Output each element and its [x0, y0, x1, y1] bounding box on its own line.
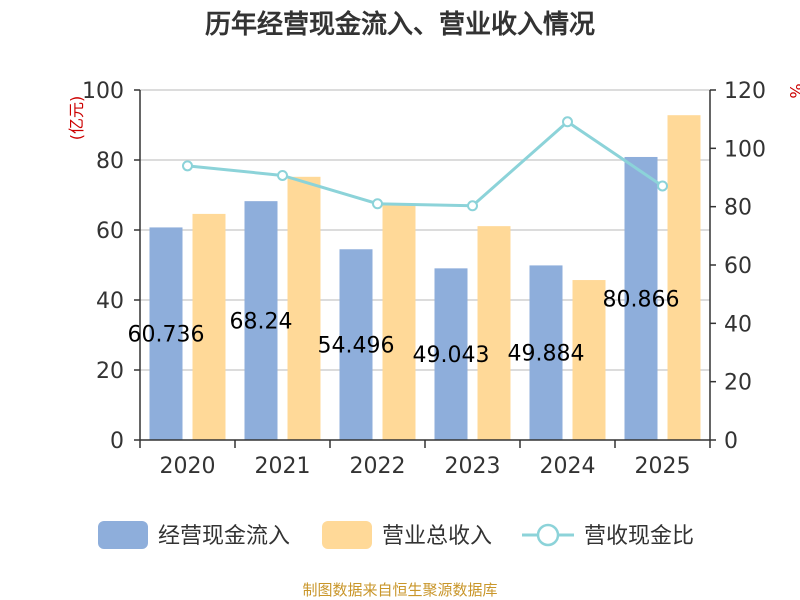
data-label: 54.496	[318, 334, 395, 359]
revenue-bar	[287, 176, 321, 441]
revenue-bar	[667, 115, 701, 440]
right-tick-label: 40	[724, 312, 752, 337]
left-tick-label: 100	[82, 79, 124, 104]
ratio-line-path	[187, 119, 664, 208]
x-tick-label: 2022	[350, 454, 406, 479]
legend-label-revenue: 营业总收入	[382, 524, 492, 549]
left-axis-unit: (亿元)	[67, 96, 86, 141]
source-note: 制图数据来自恒生聚源数据库	[302, 581, 497, 599]
legend-swatch-revenue	[322, 521, 372, 549]
x-tick-label: 2025	[635, 454, 691, 479]
legend-label-cash-inflow: 经营现金流入	[158, 524, 290, 549]
ratio-point	[657, 180, 668, 192]
grid-lines	[140, 89, 710, 371]
legend-label-ratio: 营收现金比	[584, 524, 694, 549]
data-label: 68.24	[230, 310, 293, 335]
right-axis-unit: %	[786, 83, 800, 98]
chart-title: 历年经营现金流入、营业收入情况	[205, 9, 595, 40]
legend-marker-ratio	[536, 523, 560, 547]
right-tick-label: 100	[724, 137, 766, 162]
left-tick-label: 80	[96, 149, 124, 174]
x-tick-label: 2021	[255, 454, 311, 479]
data-labels: 60.736 68.24 54.496 49.043 49.884 80.866	[128, 287, 680, 368]
revenue-bar	[572, 280, 606, 440]
ratio-line	[182, 116, 668, 212]
x-tick-label: 2023	[445, 454, 501, 479]
axes: 0 20 40 60 80 100 0 20 40 60 80 100 120 2020 2021 2022 2…	[82, 79, 766, 479]
ratio-point	[372, 198, 383, 210]
ratio-point	[182, 160, 193, 172]
ratio-point	[467, 200, 478, 212]
cash-inflow-bar	[339, 249, 373, 440]
cash-inflow-bar	[434, 268, 468, 440]
cash-inflow-bar	[244, 201, 278, 440]
data-label: 49.043	[413, 343, 490, 368]
legend-swatch-cash-inflow	[98, 521, 148, 549]
left-tick-label: 60	[96, 219, 124, 244]
revenue-bar	[192, 213, 226, 440]
revenue-bar	[477, 226, 511, 440]
legend: 经营现金流入 营业总收入 营收现金比	[98, 521, 694, 549]
left-tick-label: 40	[96, 289, 124, 314]
bars	[149, 115, 701, 441]
left-tick-label: 20	[96, 359, 124, 384]
revenue-bar	[382, 204, 416, 440]
ratio-point	[277, 169, 288, 181]
cash-inflow-bar	[624, 156, 658, 440]
x-tick-label: 2024	[540, 454, 596, 479]
cash-inflow-bar	[149, 227, 183, 440]
right-tick-label: 20	[724, 371, 752, 396]
left-tick-label: 0	[110, 429, 124, 454]
ratio-point	[562, 116, 573, 128]
x-tick-label: 2020	[160, 454, 216, 479]
data-label: 60.736	[128, 323, 205, 348]
data-label: 49.884	[508, 342, 585, 367]
data-label: 80.866	[603, 287, 680, 312]
right-tick-label: 120	[724, 79, 766, 104]
right-tick-label: 0	[724, 429, 738, 454]
right-tick-label: 80	[724, 196, 752, 221]
right-tick-label: 60	[724, 254, 752, 279]
cash-inflow-bar	[529, 265, 563, 440]
